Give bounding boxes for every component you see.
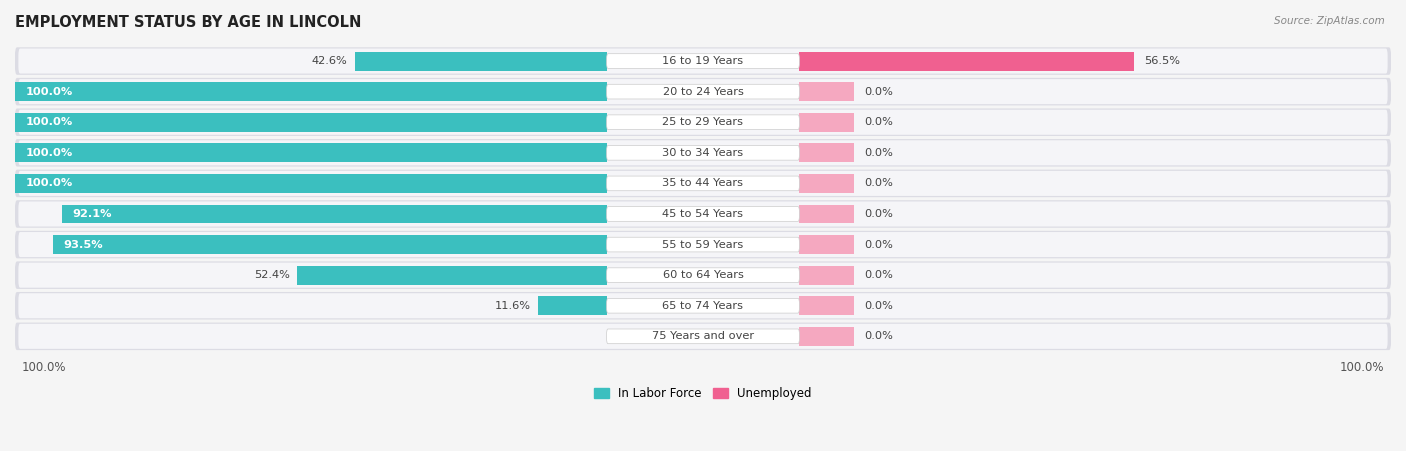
Text: 0.0%: 0.0% xyxy=(865,179,894,189)
FancyBboxPatch shape xyxy=(18,110,1388,135)
Bar xyxy=(53,235,606,254)
Text: 0.0%: 0.0% xyxy=(865,117,894,127)
Text: 100.0%: 100.0% xyxy=(25,87,73,97)
FancyBboxPatch shape xyxy=(606,299,800,313)
Bar xyxy=(800,266,855,285)
FancyBboxPatch shape xyxy=(606,329,800,344)
Text: 93.5%: 93.5% xyxy=(63,239,104,249)
FancyBboxPatch shape xyxy=(15,108,1391,136)
Bar xyxy=(800,235,855,254)
FancyBboxPatch shape xyxy=(606,207,800,221)
Text: 56.5%: 56.5% xyxy=(1144,56,1180,66)
Legend: In Labor Force, Unemployed: In Labor Force, Unemployed xyxy=(589,382,817,405)
FancyBboxPatch shape xyxy=(606,115,800,129)
Bar xyxy=(15,82,606,101)
Text: 0.0%: 0.0% xyxy=(865,209,894,219)
FancyBboxPatch shape xyxy=(18,202,1388,226)
FancyBboxPatch shape xyxy=(15,292,1391,319)
FancyBboxPatch shape xyxy=(606,146,800,160)
FancyBboxPatch shape xyxy=(606,237,800,252)
Text: 0.0%: 0.0% xyxy=(865,148,894,158)
Bar xyxy=(800,113,855,132)
Text: 0.0%: 0.0% xyxy=(865,301,894,311)
Text: 100.0%: 100.0% xyxy=(22,361,66,374)
Text: 92.1%: 92.1% xyxy=(72,209,111,219)
Text: 11.6%: 11.6% xyxy=(495,301,531,311)
Text: 0.0%: 0.0% xyxy=(865,331,894,341)
Text: 30 to 34 Years: 30 to 34 Years xyxy=(662,148,744,158)
FancyBboxPatch shape xyxy=(18,232,1388,257)
FancyBboxPatch shape xyxy=(18,140,1388,166)
Text: Source: ZipAtlas.com: Source: ZipAtlas.com xyxy=(1274,16,1385,26)
Text: 100.0%: 100.0% xyxy=(1340,361,1384,374)
Text: 65 to 74 Years: 65 to 74 Years xyxy=(662,301,744,311)
Bar xyxy=(800,174,855,193)
FancyBboxPatch shape xyxy=(18,324,1388,349)
FancyBboxPatch shape xyxy=(18,49,1388,74)
Bar xyxy=(800,51,1133,70)
Text: 75 Years and over: 75 Years and over xyxy=(652,331,754,341)
Bar xyxy=(15,174,606,193)
FancyBboxPatch shape xyxy=(18,171,1388,196)
FancyBboxPatch shape xyxy=(15,170,1391,197)
Text: 52.4%: 52.4% xyxy=(254,270,290,280)
Text: 0.0%: 0.0% xyxy=(865,87,894,97)
Text: 20 to 24 Years: 20 to 24 Years xyxy=(662,87,744,97)
FancyBboxPatch shape xyxy=(15,262,1391,289)
FancyBboxPatch shape xyxy=(15,78,1391,106)
Bar xyxy=(354,51,606,70)
Bar xyxy=(297,266,606,285)
Bar xyxy=(538,296,606,315)
FancyBboxPatch shape xyxy=(15,322,1391,350)
Bar xyxy=(800,327,855,346)
Text: 55 to 59 Years: 55 to 59 Years xyxy=(662,239,744,249)
Text: 100.0%: 100.0% xyxy=(25,117,73,127)
Text: 0.0%: 0.0% xyxy=(865,270,894,280)
FancyBboxPatch shape xyxy=(15,200,1391,228)
FancyBboxPatch shape xyxy=(18,262,1388,288)
Bar xyxy=(62,204,606,224)
Bar xyxy=(800,143,855,162)
FancyBboxPatch shape xyxy=(18,293,1388,318)
Bar xyxy=(15,113,606,132)
Text: 100.0%: 100.0% xyxy=(25,179,73,189)
FancyBboxPatch shape xyxy=(18,79,1388,104)
Bar xyxy=(15,143,606,162)
Text: 25 to 29 Years: 25 to 29 Years xyxy=(662,117,744,127)
FancyBboxPatch shape xyxy=(606,84,800,99)
Text: 45 to 54 Years: 45 to 54 Years xyxy=(662,209,744,219)
Text: 35 to 44 Years: 35 to 44 Years xyxy=(662,179,744,189)
Text: 100.0%: 100.0% xyxy=(25,148,73,158)
Bar xyxy=(800,296,855,315)
Bar xyxy=(800,82,855,101)
Text: 0.0%: 0.0% xyxy=(865,239,894,249)
FancyBboxPatch shape xyxy=(606,268,800,282)
FancyBboxPatch shape xyxy=(606,176,800,191)
Bar xyxy=(800,204,855,224)
Text: 60 to 64 Years: 60 to 64 Years xyxy=(662,270,744,280)
Text: 16 to 19 Years: 16 to 19 Years xyxy=(662,56,744,66)
FancyBboxPatch shape xyxy=(15,231,1391,258)
FancyBboxPatch shape xyxy=(15,47,1391,75)
FancyBboxPatch shape xyxy=(606,54,800,69)
Text: EMPLOYMENT STATUS BY AGE IN LINCOLN: EMPLOYMENT STATUS BY AGE IN LINCOLN xyxy=(15,15,361,30)
Text: 42.6%: 42.6% xyxy=(312,56,347,66)
FancyBboxPatch shape xyxy=(15,139,1391,166)
